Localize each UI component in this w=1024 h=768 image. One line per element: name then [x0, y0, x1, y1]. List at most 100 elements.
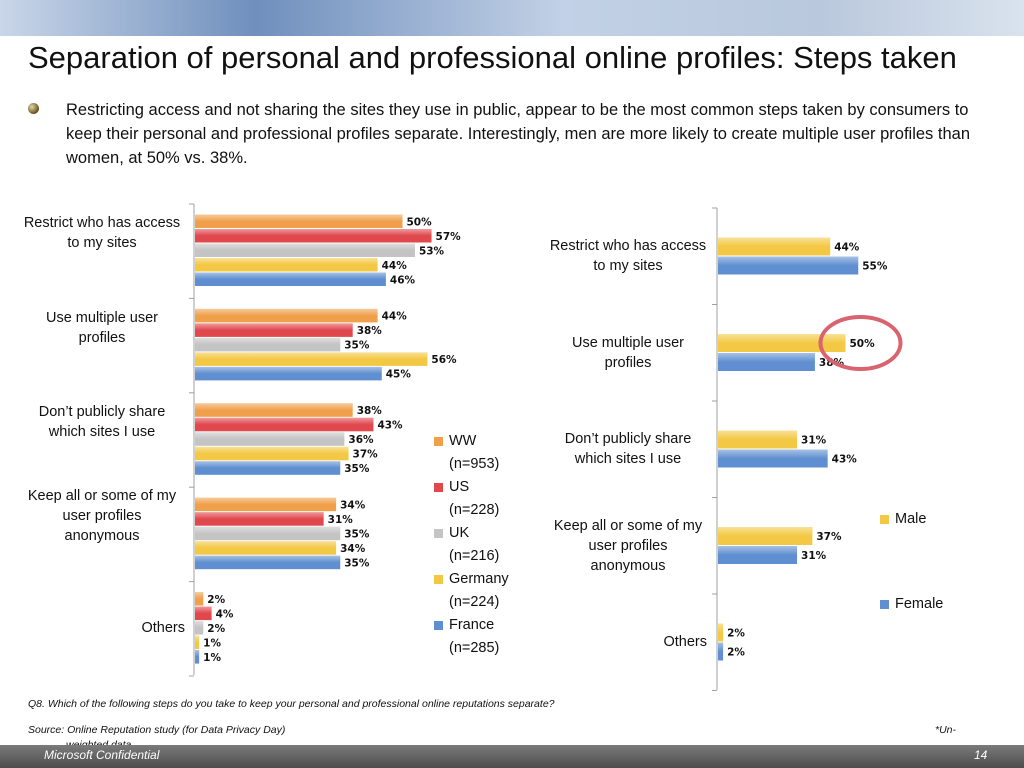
bar-shine-1-4-2: [195, 621, 204, 635]
data-label-1-4-4: 1%: [203, 652, 221, 664]
data-label-2-1-0: 50%: [850, 338, 876, 350]
bar-shine-1-2-3: [195, 446, 349, 461]
legend-item: Germany (n=224): [434, 568, 524, 614]
legend-sample-size: (n=228): [449, 502, 500, 518]
source-footnote: Source: Online Reputation study (for Dat…: [28, 724, 286, 736]
data-label-1-1-2: 35%: [344, 340, 370, 352]
data-label-1-2-1: 43%: [377, 420, 403, 432]
legend-item: US (n=228): [434, 476, 524, 522]
bar-shine-1-1-2: [195, 337, 341, 352]
data-label-1-0-0: 50%: [407, 216, 433, 228]
bar-shine-1-3-4: [195, 555, 341, 570]
data-label-1-1-4: 45%: [386, 369, 412, 381]
bar-shine-1-1-4: [195, 366, 382, 381]
right-category-label-line: user profiles: [588, 537, 668, 554]
data-label-1-1-3: 56%: [431, 354, 457, 366]
left-category-label-line: user profiles: [62, 508, 142, 525]
left-category-label-line: Others: [141, 620, 185, 636]
bar-shine-1-0-0: [195, 214, 403, 228]
data-label-2-0-0: 44%: [834, 242, 860, 254]
highlight-circle: [818, 315, 903, 371]
data-label-1-4-3: 1%: [203, 637, 221, 649]
bar-shine-1-3-3: [195, 541, 337, 555]
right-category-label: Don’t publicly share which sites I use: [540, 429, 716, 469]
legend-country: WW (n=953) US (n=228) UK (n=216) Germany (n=224…: [434, 430, 524, 660]
right-category-label-line: Restrict who has access: [549, 238, 707, 255]
bar-shine-1-1-0: [195, 308, 378, 323]
left-category-label-line: which sites I use: [48, 424, 156, 440]
data-label-1-1-0: 44%: [382, 311, 408, 323]
legend-swatch: [434, 621, 443, 630]
bar-shine-1-4-0: [195, 592, 204, 606]
data-label-1-1-1: 38%: [357, 325, 383, 337]
legend-label: Germany: [449, 571, 509, 587]
bar-shine-1-2-2: [195, 432, 345, 446]
bar-shine-2-4-0: [718, 623, 724, 642]
data-label-1-3-3: 34%: [340, 543, 366, 555]
data-label-1-2-2: 36%: [348, 434, 374, 446]
data-label-1-0-4: 46%: [390, 274, 416, 286]
left-category-label: Keep all or some of my user profiles anony…: [14, 486, 190, 546]
legend-item: WW (n=953): [434, 430, 524, 476]
bar-shine-1-4-3: [195, 635, 200, 650]
right-category-label-line: Others: [663, 634, 707, 650]
bar-shine-2-0-1: [718, 256, 859, 275]
page-number: 14: [974, 748, 988, 762]
bar-shine-1-0-4: [195, 272, 386, 286]
right-category-label: Others: [540, 632, 707, 652]
left-category-label: Use multiple user profiles: [14, 308, 190, 348]
legend-swatch: [434, 437, 443, 446]
bar-shine-1-2-0: [195, 403, 353, 417]
left-category-label-line: Restrict who has access: [23, 215, 181, 232]
legend-label: WW: [449, 433, 477, 449]
data-label-2-3-1: 31%: [801, 550, 827, 562]
data-label-1-0-3: 44%: [382, 260, 408, 272]
bar-shine-2-2-1: [718, 449, 828, 468]
data-label-1-0-1: 57%: [436, 231, 462, 243]
legend-item: Female: [880, 593, 970, 616]
right-category-label: Restrict who has access to my sites: [540, 236, 716, 276]
right-category-label-line: Use multiple user: [571, 334, 684, 351]
legend-swatch: [880, 600, 889, 609]
right-category-label: Use multiple user profiles: [540, 333, 716, 373]
data-label-1-3-0: 34%: [340, 499, 366, 511]
bar-shine-2-0-0: [718, 237, 831, 256]
data-label-1-2-4: 35%: [344, 463, 370, 475]
slide-title: Separation of personal and professional …: [28, 40, 957, 75]
legend-item: Male: [880, 508, 970, 531]
bar-shine-1-2-4: [195, 461, 341, 475]
data-label-1-2-3: 37%: [353, 449, 379, 461]
data-label-1-3-2: 35%: [344, 528, 370, 540]
bar-shine-1-2-1: [195, 417, 374, 432]
legend-label: Male: [895, 511, 927, 527]
bar-shine-1-3-0: [195, 497, 337, 512]
legend-sample-size: (n=285): [449, 640, 500, 656]
left-category-label: Restrict who has access to my sites: [14, 213, 190, 253]
bar-shine-2-2-0: [718, 430, 798, 449]
bar-shine-1-3-1: [195, 512, 324, 526]
bar-shine-1-0-1: [195, 229, 432, 243]
data-label-1-3-4: 35%: [344, 557, 370, 569]
legend-item: France (n=285): [434, 614, 524, 660]
header-band: [0, 0, 1024, 36]
left-category-label-line: Don’t publicly share: [38, 404, 166, 420]
left-category-label-line: to my sites: [67, 235, 137, 252]
bar-shine-2-1-1: [718, 353, 815, 371]
bar-shine-1-0-2: [195, 243, 415, 257]
right-category-label-line: to my sites: [593, 258, 663, 275]
right-category-label-line: anonymous: [590, 557, 666, 574]
left-category-label: Others: [14, 618, 185, 638]
left-category-label-line: profiles: [78, 329, 126, 346]
right-category-label-line: profiles: [604, 354, 652, 371]
footer-band: [0, 745, 1024, 768]
left-category-label: Don’t publicly share which sites I use: [14, 402, 190, 442]
data-label-2-2-0: 31%: [801, 435, 827, 447]
legend-swatch: [880, 515, 889, 524]
data-label-1-4-1: 4%: [216, 608, 234, 620]
legend-swatch: [434, 483, 443, 492]
bar-shine-2-4-1: [718, 642, 724, 661]
data-label-2-0-1: 55%: [862, 261, 888, 273]
left-category-label-line: Keep all or some of my: [27, 488, 177, 505]
legend-item: UK (n=216): [434, 522, 524, 568]
data-label-1-2-0: 38%: [357, 405, 383, 417]
